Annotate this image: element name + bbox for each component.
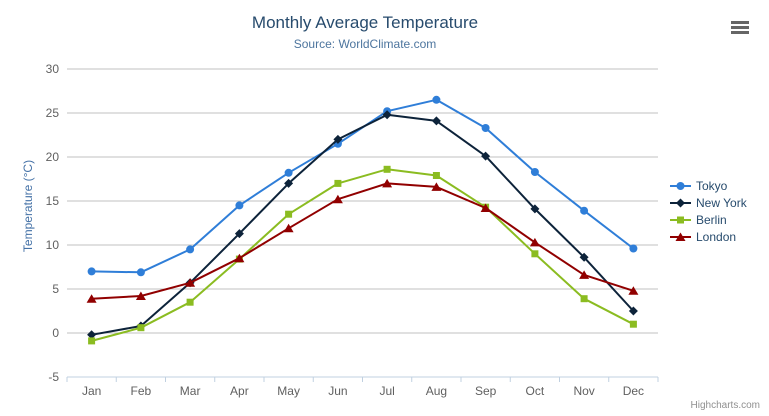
data-point[interactable] bbox=[431, 182, 442, 191]
data-point[interactable] bbox=[334, 179, 342, 187]
data-point[interactable] bbox=[88, 337, 96, 345]
data-point[interactable] bbox=[285, 210, 293, 218]
data-point[interactable] bbox=[382, 178, 393, 188]
x-tick-label: Jul bbox=[379, 384, 394, 398]
data-point[interactable] bbox=[87, 330, 97, 340]
legend-item-tokyo[interactable]: Tokyo bbox=[670, 177, 747, 194]
data-point bbox=[676, 198, 685, 207]
data-point bbox=[676, 181, 685, 190]
y-tick-label: 10 bbox=[46, 238, 60, 252]
data-point[interactable] bbox=[629, 244, 638, 253]
hamburger-bar bbox=[731, 26, 749, 29]
data-point[interactable] bbox=[432, 172, 440, 179]
y-tick-label: 15 bbox=[46, 194, 60, 208]
legend-marker-triangle-icon bbox=[670, 232, 691, 241]
data-point[interactable] bbox=[283, 223, 294, 233]
legend-marker-diamond-icon bbox=[670, 198, 691, 207]
y-tick-label: 20 bbox=[46, 150, 60, 164]
data-point[interactable] bbox=[480, 203, 491, 213]
chart-title: Monthly Average Temperature bbox=[251, 13, 479, 32]
hamburger-icon[interactable] bbox=[731, 21, 749, 34]
credits-link[interactable]: Highcharts.com bbox=[690, 400, 760, 411]
hamburger-bar bbox=[731, 21, 749, 24]
legend-item-new-york[interactable]: New York bbox=[670, 194, 747, 211]
data-point[interactable] bbox=[431, 116, 441, 126]
data-point[interactable] bbox=[628, 306, 638, 316]
y-tick-label: 30 bbox=[46, 62, 60, 76]
y-tick-label: 0 bbox=[52, 326, 59, 340]
data-point[interactable] bbox=[628, 286, 639, 295]
x-tick-label: Apr bbox=[230, 384, 249, 398]
data-point bbox=[677, 216, 684, 223]
y-tick-label: -5 bbox=[48, 370, 59, 384]
legend-label: London bbox=[696, 229, 737, 244]
data-point[interactable] bbox=[629, 320, 637, 328]
data-point[interactable] bbox=[186, 298, 194, 306]
data-point bbox=[675, 232, 686, 241]
series-new-york bbox=[87, 110, 638, 340]
legend-marker-square-icon bbox=[670, 216, 691, 223]
x-tick-label: May bbox=[277, 384, 300, 398]
series-tokyo bbox=[87, 95, 638, 277]
series-line bbox=[90, 182, 635, 300]
legend-label: Berlin bbox=[696, 212, 727, 227]
y-tick-label: 25 bbox=[46, 106, 60, 120]
data-point[interactable] bbox=[530, 168, 539, 176]
x-tick-label: Mar bbox=[180, 384, 201, 398]
x-tick-label: Feb bbox=[131, 384, 152, 398]
legend-label: New York bbox=[696, 195, 747, 210]
x-tick-label: Nov bbox=[573, 384, 594, 398]
legend-item-berlin[interactable]: Berlin bbox=[670, 211, 747, 228]
data-point[interactable] bbox=[333, 134, 343, 144]
data-point[interactable] bbox=[135, 291, 146, 301]
data-point[interactable] bbox=[185, 278, 196, 287]
legend-marker-circle-icon bbox=[670, 181, 691, 190]
data-point[interactable] bbox=[579, 270, 590, 279]
data-point[interactable] bbox=[481, 151, 491, 161]
data-point[interactable] bbox=[136, 268, 145, 277]
data-point[interactable] bbox=[580, 206, 589, 215]
data-point[interactable] bbox=[86, 294, 97, 303]
x-tick-label: Jan bbox=[82, 384, 101, 398]
series-line bbox=[90, 113, 635, 336]
y-axis-title: Temperature (°C) bbox=[21, 159, 35, 253]
y-tick-label: 5 bbox=[52, 282, 59, 296]
data-point[interactable] bbox=[579, 252, 589, 262]
data-point[interactable] bbox=[87, 267, 96, 276]
series-line bbox=[90, 168, 635, 342]
data-point[interactable] bbox=[284, 178, 294, 188]
legend: Tokyo New York Berlin London bbox=[670, 177, 747, 245]
data-point[interactable] bbox=[235, 201, 244, 210]
legend-item-london[interactable]: London bbox=[670, 228, 747, 245]
series-london bbox=[86, 178, 639, 303]
data-point[interactable] bbox=[432, 95, 441, 104]
data-point[interactable] bbox=[529, 237, 540, 247]
data-point[interactable] bbox=[580, 295, 588, 303]
data-point[interactable] bbox=[137, 324, 145, 332]
x-tick-label: Sep bbox=[475, 384, 497, 398]
series-line bbox=[90, 98, 635, 274]
data-point[interactable] bbox=[332, 194, 343, 204]
data-point[interactable] bbox=[531, 250, 539, 258]
data-point[interactable] bbox=[481, 124, 490, 132]
x-tick-label: Aug bbox=[426, 384, 447, 398]
x-tick-label: Dec bbox=[623, 384, 644, 398]
data-point[interactable] bbox=[284, 168, 293, 177]
data-point[interactable] bbox=[234, 253, 245, 263]
data-point[interactable] bbox=[234, 229, 244, 239]
hamburger-bar bbox=[731, 31, 749, 34]
data-point[interactable] bbox=[186, 245, 195, 254]
data-point[interactable] bbox=[530, 204, 540, 214]
x-tick-label: Jun bbox=[328, 384, 347, 398]
data-point[interactable] bbox=[382, 110, 392, 120]
x-tick-label: Oct bbox=[526, 384, 545, 398]
legend-label: Tokyo bbox=[696, 178, 728, 193]
data-point[interactable] bbox=[383, 165, 391, 173]
chart-subtitle: Source: WorldClimate.com bbox=[293, 37, 437, 51]
